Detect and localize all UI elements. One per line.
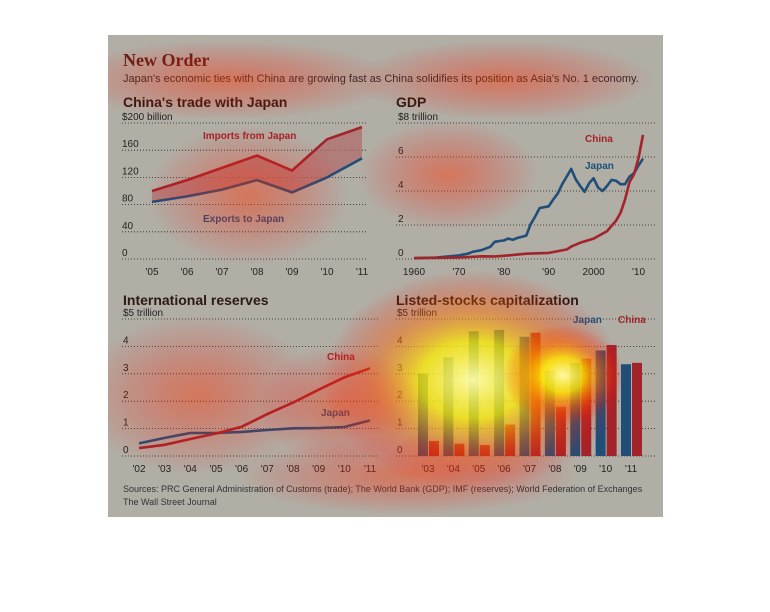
stocks-xtick-label: '08 (548, 464, 561, 475)
stocks-xtick-label: '11 (625, 464, 638, 475)
stocks-ytick-label: 1 (397, 418, 403, 429)
stocks-japan-bar (595, 350, 606, 456)
gdp-japan-label: Japan (585, 161, 614, 172)
chart3-title: International reserves (123, 292, 269, 308)
gdp-xtick-label: '90 (542, 267, 555, 278)
stocks-xtick-label: '04 (447, 464, 460, 475)
reserves-xtick-label: '08 (286, 464, 299, 475)
gdp-china-label: China (585, 134, 613, 145)
reserves-china-label: China (327, 352, 355, 363)
stocks-japan-bar (621, 364, 631, 456)
trade-xtick-label: '10 (320, 267, 333, 278)
stocks-xtick-label: '06 (498, 464, 511, 475)
trade-xtick-label: '09 (285, 267, 298, 278)
reserves-ytick-label: $5 trillion (123, 308, 163, 319)
stocks-japan-bar (570, 362, 581, 456)
gdp-ytick-label: 4 (398, 180, 404, 191)
stocks-china-bar (632, 362, 642, 456)
stocks-china-bar (479, 445, 490, 456)
stocks-china-bar (530, 332, 541, 456)
reserves-ytick-label: 2 (123, 390, 129, 401)
gdp-xtick-label: 1960 (403, 267, 426, 278)
reserves-ytick-label: 3 (123, 363, 129, 374)
trade-xtick-label: '08 (250, 267, 263, 278)
trade-ytick-label: 0 (122, 248, 128, 259)
trade-xtick-label: '06 (180, 267, 193, 278)
reserves-xtick-label: '10 (338, 464, 351, 475)
gdp-ytick-label: 2 (398, 214, 404, 225)
trade-ytick-label: 80 (122, 194, 134, 205)
trade-ytick-label: $200 billion (122, 112, 173, 123)
stocks-xtick-label: '09 (574, 464, 587, 475)
gdp-xtick-label: '70 (452, 267, 465, 278)
stocks-xtick-label: '07 (523, 464, 536, 475)
stocks-japan-bar (519, 336, 530, 456)
stocks-japan-bar (494, 329, 505, 456)
trade-ytick-label: 160 (122, 139, 139, 150)
stocks-ytick-label: 0 (397, 445, 403, 456)
stocks-japan-bar (544, 371, 555, 456)
reserves-xtick-label: '06 (235, 464, 248, 475)
reserves-xtick-label: '07 (261, 464, 274, 475)
reserves-japan-line (138, 419, 371, 445)
reserves-xtick-label: '04 (184, 464, 197, 475)
stocks-ytick-label: 3 (397, 363, 403, 374)
imports-series-label: Imports from Japan (203, 131, 296, 142)
credit-note: The Wall Street Journal (123, 497, 217, 507)
reserves-xtick-label: '05 (209, 464, 222, 475)
gdp-xtick-label: '80 (497, 267, 510, 278)
reserves-xtick-label: '09 (312, 464, 325, 475)
stocks-ytick-label: 4 (397, 335, 403, 346)
gdp-china-line (413, 134, 645, 260)
stocks-xtick-label: '10 (599, 464, 612, 475)
reserves-ytick-label: 4 (123, 335, 129, 346)
exports-series-label: Exports to Japan (203, 214, 284, 225)
stocks-china-bar (429, 440, 439, 456)
stocks-japan-legend: Japan (573, 315, 602, 326)
gdp-xtick-label: '10 (632, 267, 645, 278)
stocks-xtick-label: '03 (421, 464, 434, 475)
stocks-ytick-label: 2 (397, 390, 403, 401)
stocks-china-bar (555, 406, 566, 456)
trade-ytick-label: 120 (122, 166, 139, 177)
reserves-xtick-label: '11 (364, 464, 377, 475)
gdp-xtick-label: 2000 (582, 267, 605, 278)
trade-xtick-label: '07 (215, 267, 228, 278)
stocks-china-legend: China (618, 315, 646, 326)
stocks-china-bar (581, 358, 592, 456)
reserves-japan-label: Japan (321, 408, 350, 419)
stocks-japan-bar (418, 373, 428, 456)
trade-ytick-label: 40 (122, 221, 134, 232)
sources-note: Sources: PRC General Administration of C… (123, 484, 643, 494)
reserves-ytick-label: 1 (123, 418, 129, 429)
stocks-japan-bar (443, 357, 454, 456)
gdp-japan-line (413, 157, 645, 260)
gdp-ytick-label: 6 (398, 146, 404, 157)
trade-xtick-label: '11 (356, 267, 369, 278)
reserves-ytick-label: 0 (123, 445, 129, 456)
stocks-ytick-label: $5 trillion (397, 308, 437, 319)
stocks-china-bar (454, 443, 465, 456)
stocks-china-bar (505, 424, 516, 456)
gdp-ytick-label: 0 (398, 248, 404, 259)
stocks-china-bar (606, 345, 617, 456)
reserves-xtick-label: '02 (132, 464, 145, 475)
stocks-xtick-label: '05 (472, 464, 485, 475)
gdp-ytick-label: $8 trillion (398, 112, 438, 123)
reserves-xtick-label: '03 (158, 464, 171, 475)
stocks-japan-bar (468, 331, 479, 456)
trade-xtick-label: '05 (145, 267, 158, 278)
